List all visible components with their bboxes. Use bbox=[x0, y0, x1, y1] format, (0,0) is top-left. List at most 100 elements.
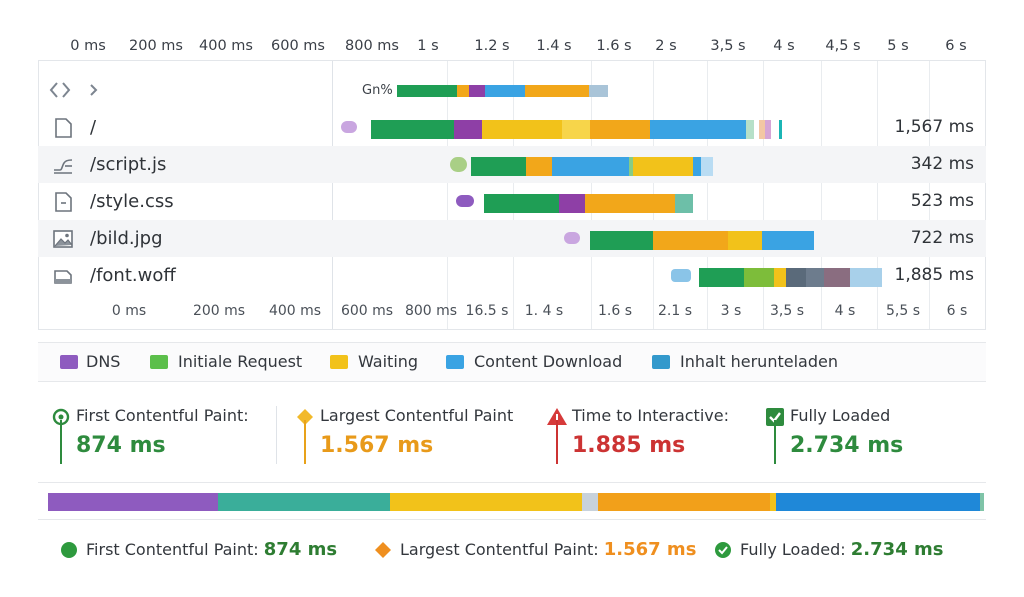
request-start-marker bbox=[456, 195, 474, 207]
request-bar bbox=[471, 157, 713, 176]
request-bar bbox=[371, 120, 791, 139]
request-start-marker bbox=[450, 157, 467, 172]
legend-item: DNS bbox=[86, 352, 121, 371]
request-time: 342 ms bbox=[910, 154, 974, 174]
script-icon bbox=[54, 159, 73, 174]
timeline-axis-bottom: 0 ms 200 ms 400 ms 600 ms 800 ms 16.5 s … bbox=[38, 294, 986, 330]
check-circle-icon bbox=[715, 542, 731, 558]
axis-tick: 6 s bbox=[945, 38, 967, 54]
legend-item: Waiting bbox=[358, 352, 419, 371]
axis-tick: 4 s bbox=[834, 303, 856, 319]
request-name: /font.woff bbox=[90, 265, 176, 286]
timeline-axis-top: 0 ms 200 ms 400 ms 600 ms 800 ms 1 s 1.2… bbox=[38, 31, 986, 61]
summary-bar: First Contentful Paint: 874 ms Largest C… bbox=[38, 532, 986, 568]
phase-legend: DNS Initiale Request Waiting Content Dow… bbox=[38, 342, 986, 382]
circle-dot-icon bbox=[52, 408, 70, 426]
metric-label: Fully Loaded bbox=[790, 406, 891, 425]
metric-value: 2.734 ms bbox=[790, 433, 904, 458]
request-row[interactable]: /bild.jpg 722 ms bbox=[38, 220, 986, 257]
code-nav-icon[interactable] bbox=[48, 79, 108, 101]
metric-first-contentful-paint: First Contentful Paint: 874 ms bbox=[50, 398, 270, 466]
request-name: /script.js bbox=[90, 154, 167, 175]
document-icon bbox=[55, 118, 72, 138]
summary-item: First Contentful Paint: 874 ms bbox=[86, 532, 337, 568]
metric-value: 1.885 ms bbox=[572, 433, 686, 458]
metric-value: 1.567 ms bbox=[320, 433, 434, 458]
axis-tick: 1.6 s bbox=[597, 303, 633, 319]
request-bar bbox=[590, 231, 814, 250]
summary-label: Largest Contentful Paint: bbox=[400, 540, 599, 559]
axis-tick: 5,5 s bbox=[885, 303, 921, 319]
metric-value: 874 ms bbox=[76, 433, 166, 458]
axis-tick: 400 ms bbox=[199, 38, 253, 54]
axis-tick: 200 ms bbox=[192, 303, 246, 319]
request-time: 1,885 ms bbox=[894, 265, 975, 285]
metric-label: Time to Interactive: bbox=[572, 406, 729, 425]
axis-tick: 1. 4 s bbox=[524, 303, 564, 319]
summary-label: Fully Loaded: bbox=[740, 540, 846, 559]
name-column-divider bbox=[332, 61, 333, 329]
axis-tick: 3,5 s bbox=[769, 303, 805, 319]
legend-item: Content Download bbox=[474, 352, 623, 371]
green-dot-icon bbox=[61, 542, 77, 558]
metric-fully-loaded: Fully Loaded 2.734 ms bbox=[764, 398, 964, 466]
axis-tick: 16.5 s bbox=[465, 303, 509, 319]
axis-tick: 3 s bbox=[720, 303, 742, 319]
legend-item: Initiale Request bbox=[178, 352, 303, 371]
load-timeline-bar bbox=[48, 493, 984, 511]
header-row-label: Gn% bbox=[362, 83, 393, 98]
axis-tick: 4,5 s bbox=[825, 38, 861, 54]
request-time: 523 ms bbox=[910, 191, 974, 211]
request-start-marker bbox=[564, 232, 580, 244]
request-name: /bild.jpg bbox=[90, 228, 163, 249]
summary-item: Largest Contentful Paint: 1.567 ms bbox=[400, 532, 696, 568]
request-start-marker bbox=[341, 121, 357, 133]
request-time: 722 ms bbox=[910, 228, 974, 248]
request-bar bbox=[484, 194, 693, 213]
axis-tick: 600 ms bbox=[271, 38, 325, 54]
stylesheet-icon bbox=[55, 192, 72, 212]
font-icon bbox=[54, 270, 72, 284]
axis-tick: 6 s bbox=[946, 303, 968, 319]
axis-tick: 2.1 s bbox=[657, 303, 693, 319]
request-row[interactable]: /style.css 523 ms bbox=[38, 183, 986, 220]
summary-value: 874 ms bbox=[263, 539, 338, 560]
diamond-icon bbox=[297, 409, 313, 425]
request-row[interactable]: /font.woff 1,885 ms bbox=[38, 257, 986, 294]
request-start-marker bbox=[671, 269, 691, 282]
axis-tick: 3,5 s bbox=[710, 38, 746, 54]
summary-value: 1.567 ms bbox=[603, 539, 697, 560]
legend-item: Inhalt herunteladen bbox=[680, 352, 838, 371]
summary-item: Fully Loaded: 2.734 ms bbox=[740, 532, 943, 568]
header-row-bar bbox=[397, 85, 608, 97]
request-time: 1,567 ms bbox=[894, 117, 975, 137]
summary-label: First Contentful Paint: bbox=[86, 540, 259, 559]
axis-tick: 1 s bbox=[417, 38, 439, 54]
axis-tick: 1.2 s bbox=[474, 38, 510, 54]
legend-swatch bbox=[446, 355, 464, 369]
legend-swatch bbox=[652, 355, 670, 369]
load-timeline bbox=[38, 482, 986, 520]
metrics-panel: First Contentful Paint: 874 ms Largest C… bbox=[38, 398, 986, 468]
legend-swatch bbox=[330, 355, 348, 369]
request-name: / bbox=[90, 117, 97, 138]
metric-time-to-interactive: Time to Interactive: 1.885 ms bbox=[546, 398, 756, 466]
axis-tick: 5 s bbox=[887, 38, 909, 54]
image-icon bbox=[53, 230, 73, 248]
request-name: /style.css bbox=[90, 191, 174, 212]
axis-tick: 1.4 s bbox=[536, 38, 572, 54]
summary-value: 2.734 ms bbox=[850, 539, 944, 560]
metric-label: First Contentful Paint: bbox=[76, 406, 249, 425]
request-row[interactable]: / 1,567 ms bbox=[38, 109, 986, 146]
axis-tick: 200 ms bbox=[129, 38, 183, 54]
metric-label: Largest Contentful Paint bbox=[320, 406, 514, 425]
axis-tick: 4 s bbox=[773, 38, 795, 54]
axis-tick: 800 ms bbox=[345, 38, 399, 54]
waterfall-header-row: Gn% bbox=[38, 72, 986, 109]
request-bar bbox=[699, 268, 882, 287]
axis-tick: 0 ms bbox=[111, 303, 147, 319]
axis-tick: 0 ms bbox=[70, 38, 106, 54]
axis-tick: 600 ms bbox=[340, 303, 394, 319]
request-row[interactable]: /script.js 342 ms bbox=[38, 146, 986, 183]
axis-tick: 2 s bbox=[655, 38, 677, 54]
